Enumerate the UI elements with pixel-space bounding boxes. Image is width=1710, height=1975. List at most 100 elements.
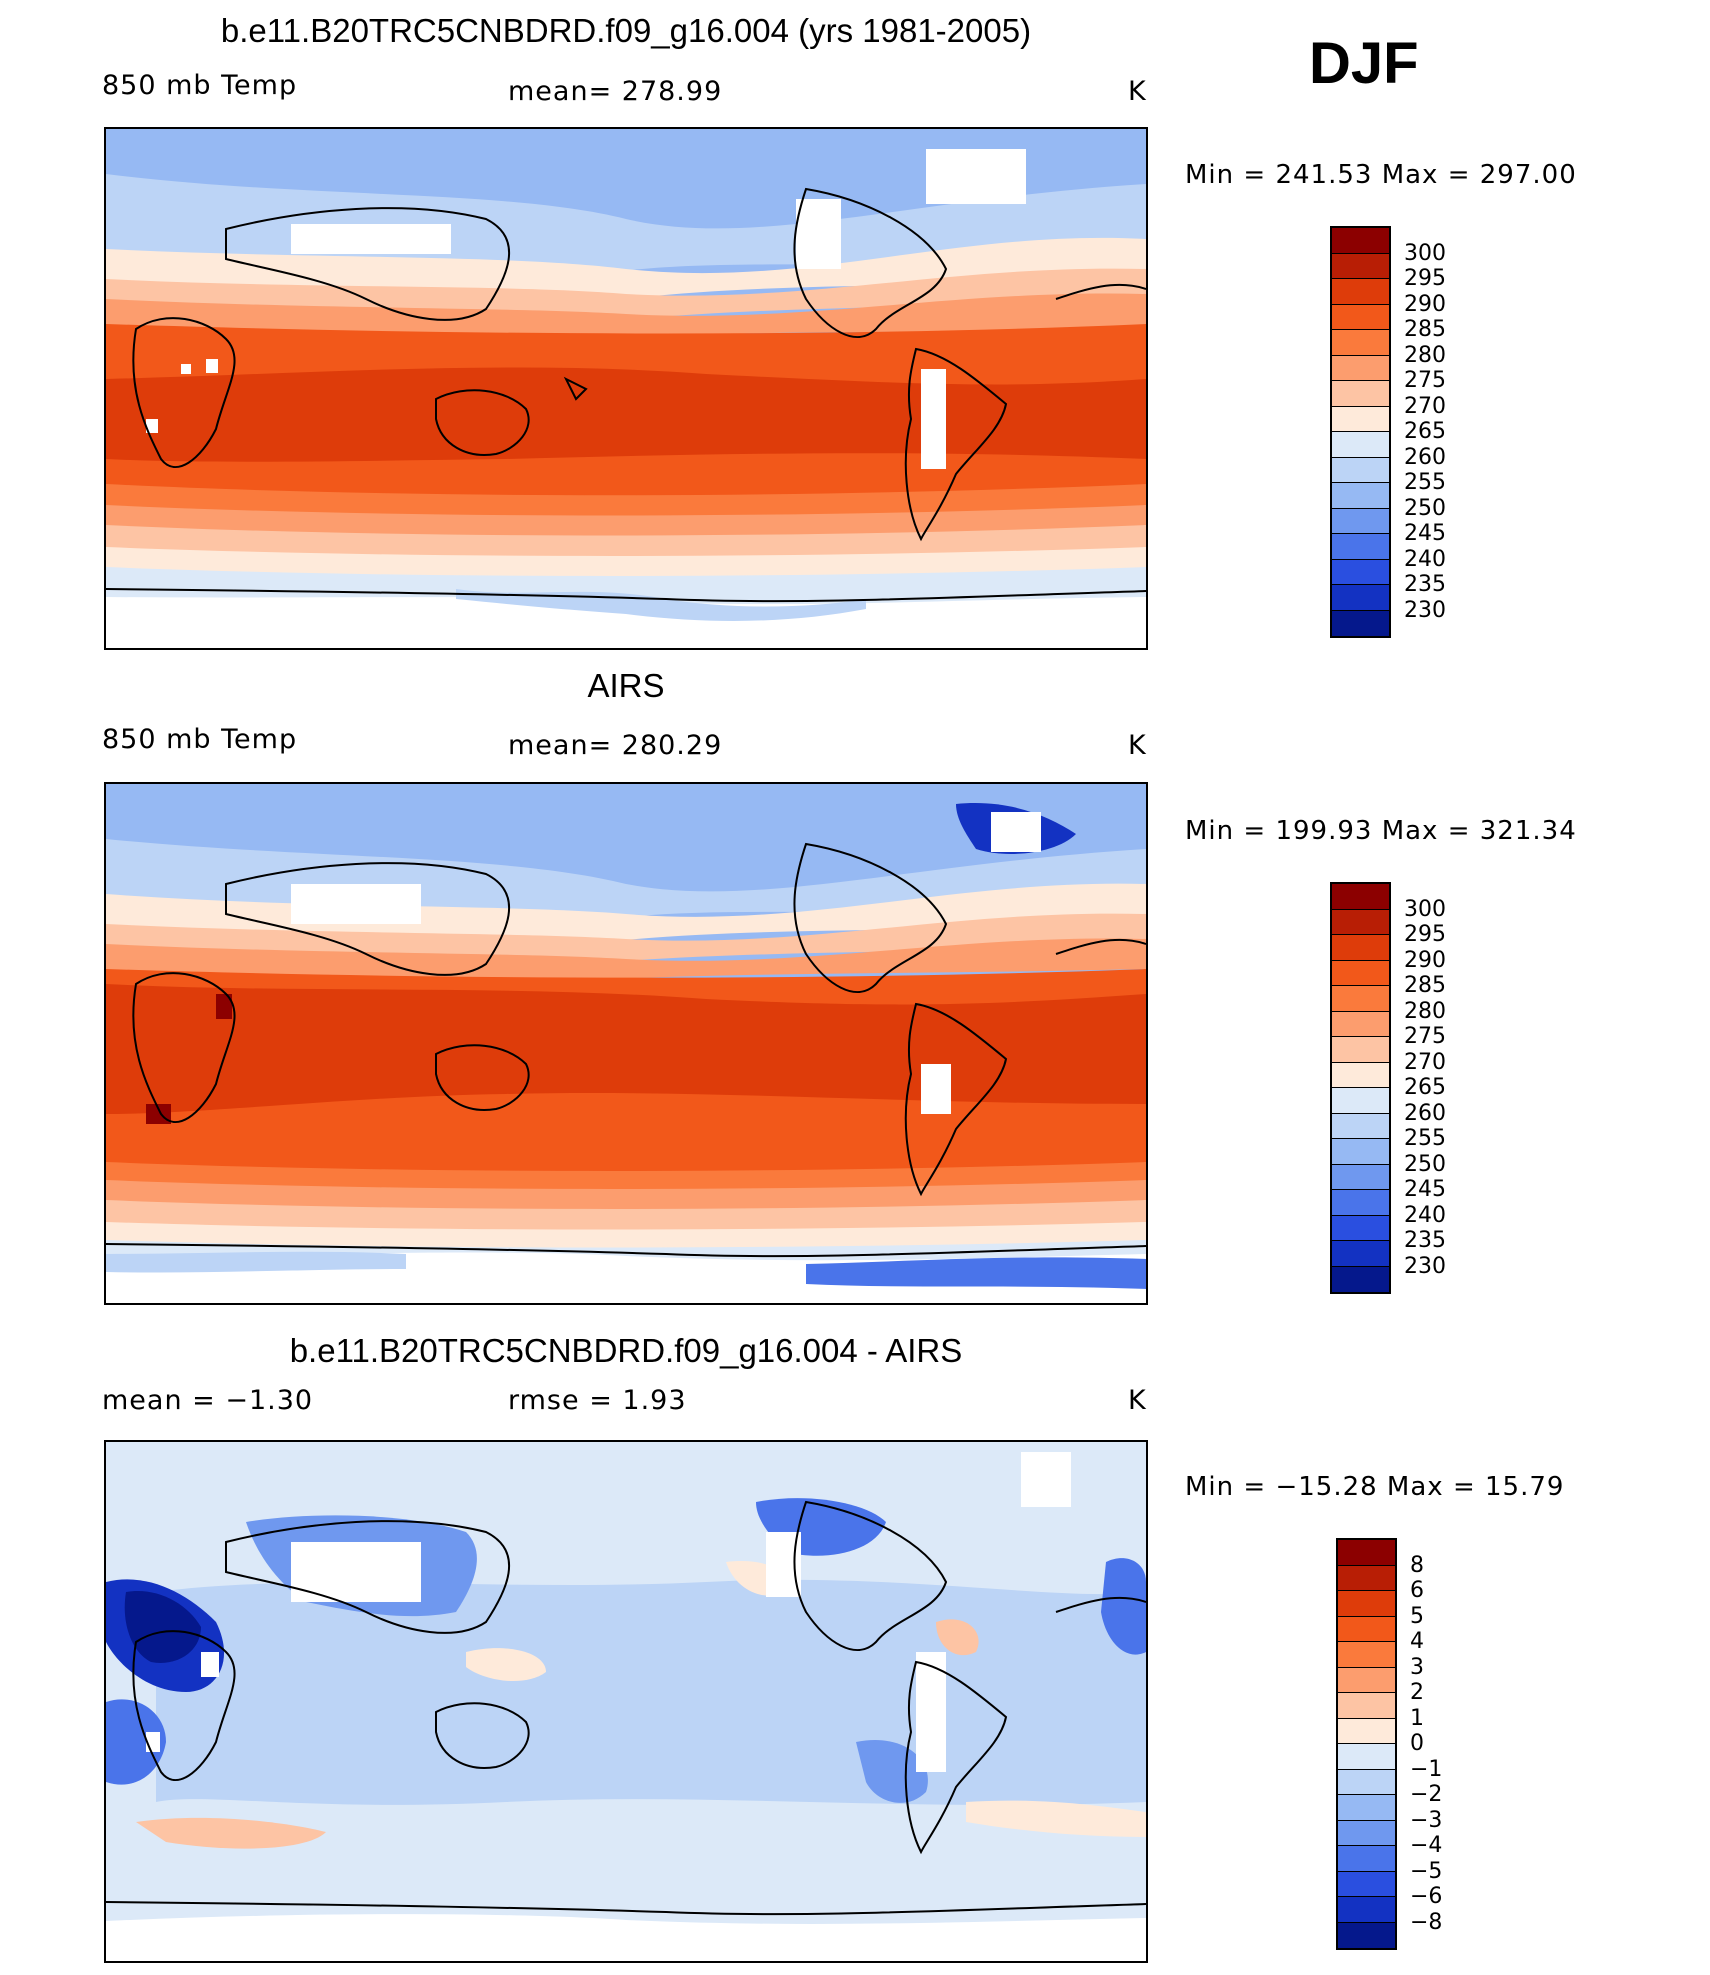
panel-2-left-label: 850 mb Temp xyxy=(102,724,298,755)
colorbar-swatch xyxy=(1338,1693,1395,1719)
colorbar-swatch xyxy=(1338,1642,1395,1668)
panel-1-center-label: mean= 278.99 xyxy=(508,76,723,107)
panel-3-left-label: mean = −1.30 xyxy=(102,1385,314,1416)
colorbar-swatch xyxy=(1332,935,1389,961)
colorbar-tick-label: 300 xyxy=(1404,240,1446,266)
colorbar-swatch xyxy=(1332,406,1389,432)
colorbar-tick-label: 3 xyxy=(1410,1654,1424,1680)
colorbar-swatch xyxy=(1332,304,1389,330)
colorbar-swatch xyxy=(1332,960,1389,986)
colorbar-swatch xyxy=(1332,1215,1389,1241)
colorbar-swatch xyxy=(1332,432,1389,458)
colorbar-swatch xyxy=(1338,1769,1395,1795)
colorbar-tick-label: 245 xyxy=(1404,521,1446,546)
panel-1-left-label: 850 mb Temp xyxy=(102,70,298,101)
colorbar-tick-label: 275 xyxy=(1404,1024,1446,1049)
colorbar-swatch xyxy=(1338,1540,1395,1566)
panel-3-minmax: Min = −15.28 Max = 15.79 xyxy=(1185,1472,1565,1502)
colorbar-tick-label: 240 xyxy=(1404,546,1446,572)
colorbar-tick-label: 235 xyxy=(1404,1228,1446,1253)
colorbar-tick-label: 260 xyxy=(1404,444,1446,470)
panel-1-title: b.e11.B20TRC5CNBDRD.f09_g16.004 (yrs 198… xyxy=(220,12,1032,49)
colorbar-tick-label: −5 xyxy=(1410,1858,1443,1884)
colorbar-swatch xyxy=(1332,1139,1389,1165)
colorbar-tick-label: 285 xyxy=(1404,973,1446,998)
colorbar-tick-label: 240 xyxy=(1404,1202,1446,1228)
colorbar-swatch xyxy=(1338,1565,1395,1591)
colorbar-swatch xyxy=(1332,559,1389,585)
colorbar-swatch xyxy=(1338,1922,1395,1948)
panel-1-colorbar xyxy=(1330,226,1391,638)
colorbar-swatch xyxy=(1338,1846,1395,1872)
colorbar-tick-label: 255 xyxy=(1404,470,1446,495)
colorbar-tick-label: 250 xyxy=(1404,1151,1446,1177)
panel-3-center-label: rmse = 1.93 xyxy=(508,1385,687,1416)
colorbar-swatch xyxy=(1332,483,1389,509)
colorbar-tick-label: 235 xyxy=(1404,572,1446,597)
colorbar-swatch xyxy=(1332,1113,1389,1139)
colorbar-swatch xyxy=(1332,909,1389,935)
panel-1-map xyxy=(104,127,1148,650)
panel-2-center-label: mean= 280.29 xyxy=(508,730,723,761)
colorbar-swatch xyxy=(1338,1795,1395,1821)
colorbar-tick-label: 280 xyxy=(1404,998,1446,1024)
colorbar-swatch xyxy=(1332,1062,1389,1088)
colorbar-tick-label: 4 xyxy=(1410,1629,1424,1654)
colorbar-tick-label: 2 xyxy=(1410,1680,1424,1705)
colorbar-tick-label: 290 xyxy=(1404,947,1446,973)
colorbar-swatch xyxy=(1338,1718,1395,1744)
colorbar-tick-label: 5 xyxy=(1410,1603,1424,1629)
colorbar-tick-label: 245 xyxy=(1404,1177,1446,1202)
colorbar-tick-label: 255 xyxy=(1404,1126,1446,1151)
colorbar-swatch xyxy=(1332,1164,1389,1190)
colorbar-swatch xyxy=(1332,986,1389,1012)
panel-1-minmax: Min = 241.53 Max = 297.00 xyxy=(1185,160,1577,190)
colorbar-tick-label: −6 xyxy=(1410,1884,1443,1909)
panel-3-title: b.e11.B20TRC5CNBDRD.f09_g16.004 - AIRS xyxy=(289,1332,963,1369)
panel-2-colorbar xyxy=(1330,882,1391,1294)
colorbar-tick-label: 270 xyxy=(1404,1049,1446,1075)
colorbar-tick-label: −2 xyxy=(1410,1782,1443,1807)
colorbar-swatch xyxy=(1332,1241,1389,1267)
colorbar-swatch xyxy=(1338,1616,1395,1642)
colorbar-swatch xyxy=(1332,228,1389,254)
colorbar-tick-label: 230 xyxy=(1404,597,1446,623)
colorbar-tick-label: 295 xyxy=(1404,922,1446,947)
colorbar-tick-label: −1 xyxy=(1410,1756,1443,1782)
colorbar-swatch xyxy=(1338,1871,1395,1897)
panel-3-map xyxy=(104,1440,1148,1963)
colorbar-swatch xyxy=(1332,1266,1389,1292)
colorbar-swatch xyxy=(1332,1011,1389,1037)
colorbar-tick-label: 1 xyxy=(1410,1705,1424,1731)
colorbar-tick-label: 250 xyxy=(1404,495,1446,521)
colorbar-tick-label: 275 xyxy=(1404,368,1446,393)
colorbar-swatch xyxy=(1338,1744,1395,1770)
colorbar-tick-label: −4 xyxy=(1410,1833,1443,1858)
colorbar-swatch xyxy=(1332,381,1389,407)
colorbar-swatch xyxy=(1338,1820,1395,1846)
colorbar-tick-label: 265 xyxy=(1404,1075,1446,1100)
colorbar-swatch xyxy=(1338,1591,1395,1617)
colorbar-tick-label: 300 xyxy=(1404,896,1446,922)
panel-3-units: K xyxy=(1128,1385,1147,1416)
panel-2-minmax: Min = 199.93 Max = 321.34 xyxy=(1185,816,1577,846)
colorbar-swatch xyxy=(1332,279,1389,305)
colorbar-tick-label: 270 xyxy=(1404,393,1446,419)
colorbar-tick-label: 280 xyxy=(1404,342,1446,368)
colorbar-tick-label: 0 xyxy=(1410,1731,1424,1756)
colorbar-swatch xyxy=(1332,1088,1389,1114)
colorbar-swatch xyxy=(1332,585,1389,611)
colorbar-tick-label: 230 xyxy=(1404,1253,1446,1279)
colorbar-swatch xyxy=(1332,884,1389,910)
colorbar-tick-label: 295 xyxy=(1404,266,1446,291)
colorbar-tick-label: −8 xyxy=(1410,1909,1443,1935)
colorbar-swatch xyxy=(1332,457,1389,483)
colorbar-swatch xyxy=(1332,1037,1389,1063)
colorbar-tick-label: 265 xyxy=(1404,419,1446,444)
colorbar-tick-label: 6 xyxy=(1410,1578,1424,1603)
panel-2-title: AIRS xyxy=(587,667,665,704)
colorbar-tick-label: 8 xyxy=(1410,1552,1424,1578)
colorbar-tick-label: −3 xyxy=(1410,1807,1443,1833)
season-label: DJF xyxy=(1309,31,1419,96)
colorbar-tick-label: 285 xyxy=(1404,317,1446,342)
